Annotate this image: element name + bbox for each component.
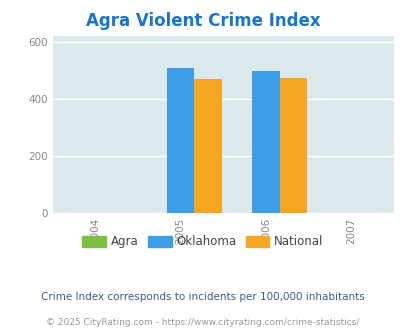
Bar: [166, 68, 194, 213]
Bar: [279, 78, 306, 213]
Bar: [252, 71, 279, 213]
Legend: Agra, Oklahoma, National: Agra, Oklahoma, National: [77, 231, 328, 253]
Text: Crime Index corresponds to incidents per 100,000 inhabitants: Crime Index corresponds to incidents per…: [41, 292, 364, 302]
Bar: [194, 79, 221, 213]
Text: Agra Violent Crime Index: Agra Violent Crime Index: [85, 12, 320, 30]
Text: © 2025 CityRating.com - https://www.cityrating.com/crime-statistics/: © 2025 CityRating.com - https://www.city…: [46, 318, 359, 327]
